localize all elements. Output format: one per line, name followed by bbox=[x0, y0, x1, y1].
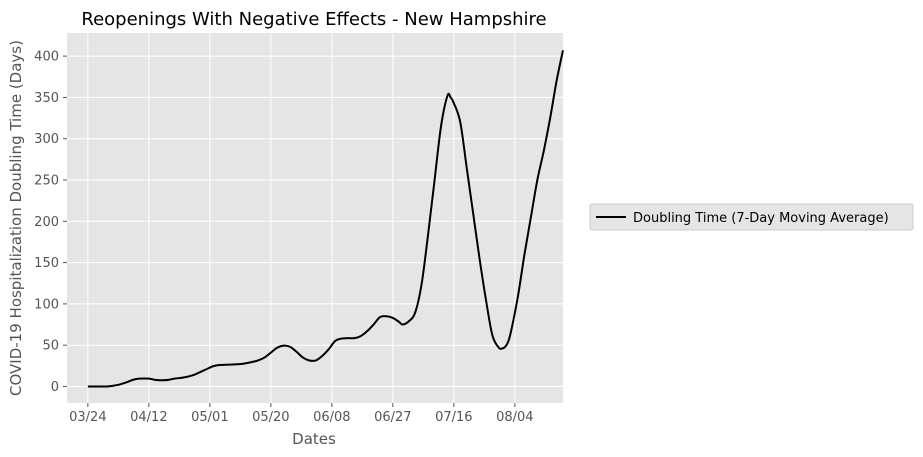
x-tick-label: 05/01 bbox=[191, 410, 228, 425]
x-tick-label: 06/27 bbox=[374, 410, 411, 425]
x-tick-label: 08/04 bbox=[496, 410, 533, 425]
chart-title: Reopenings With Negative Effects - New H… bbox=[81, 9, 546, 30]
y-tick-label: 200 bbox=[34, 215, 59, 230]
x-axis-label: Dates bbox=[292, 430, 336, 448]
y-axis-label: COVID-19 Hospitalization Doubling Time (… bbox=[7, 40, 25, 396]
x-tick-label: 06/08 bbox=[313, 410, 350, 425]
legend-box bbox=[589, 203, 914, 231]
y-tick-label: 300 bbox=[34, 132, 59, 147]
legend: Doubling Time (7-Day Moving Average) bbox=[589, 203, 914, 231]
y-tick-label: 400 bbox=[34, 50, 59, 65]
y-tick-label: 100 bbox=[34, 297, 59, 312]
gridlines bbox=[67, 33, 563, 403]
x-tick-label: 07/16 bbox=[435, 410, 472, 425]
plot-area bbox=[67, 33, 563, 403]
y-tick-label: 50 bbox=[42, 339, 59, 354]
y-tick-label: 150 bbox=[34, 256, 59, 271]
y-tick-label: 350 bbox=[34, 91, 59, 106]
series-line bbox=[87, 50, 564, 388]
x-tick-label: 04/12 bbox=[130, 410, 167, 425]
x-tick-label: 05/20 bbox=[252, 410, 289, 425]
y-tick-label: 0 bbox=[51, 380, 59, 395]
series-group bbox=[87, 50, 564, 388]
x-axis-ticks: 03/24 04/12 05/01 05/20 06/08 06/27 07/16 08/04 bbox=[69, 403, 534, 425]
legend-label: Doubling Time (7-Day Moving Average) bbox=[633, 211, 889, 226]
y-tick-label: 250 bbox=[34, 174, 59, 189]
x-tick-label: 03/24 bbox=[69, 410, 106, 425]
y-axis-ticks: 0 50 100 150 200 250 300 350 400 bbox=[34, 50, 67, 395]
